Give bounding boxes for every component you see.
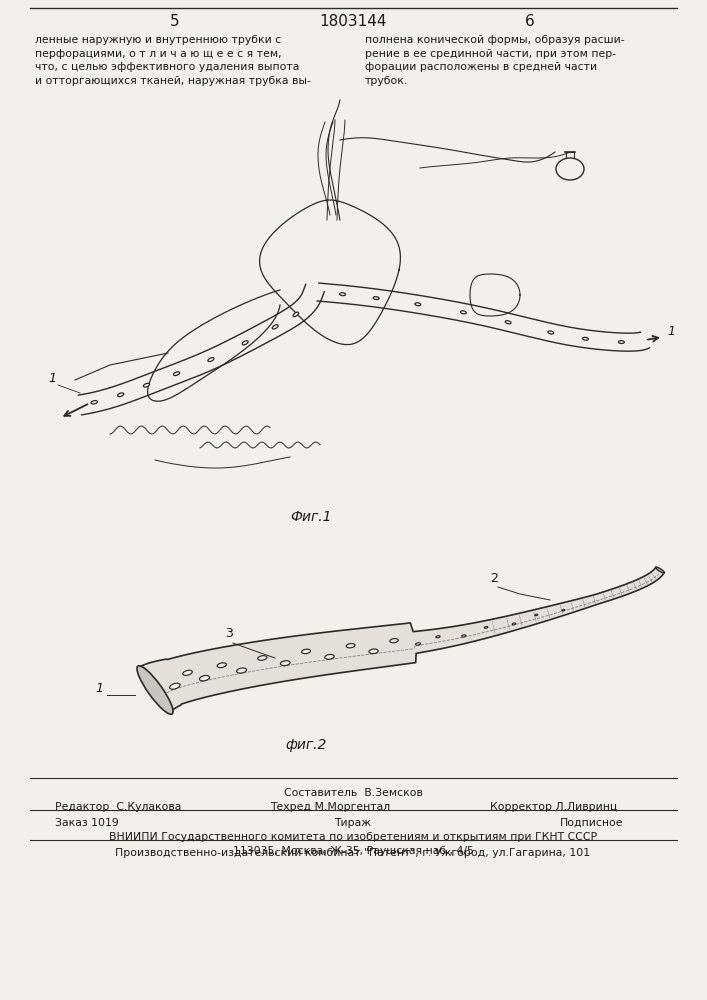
- Ellipse shape: [506, 321, 511, 324]
- Text: 1: 1: [48, 372, 56, 385]
- Text: ленные наружную и внутреннюю трубки с
перфорациями, о т л и ч а ю щ е е с я тем,: ленные наружную и внутреннюю трубки с пе…: [35, 35, 311, 86]
- Text: Заказ 1019: Заказ 1019: [55, 818, 119, 828]
- Text: 1803144: 1803144: [320, 14, 387, 29]
- Text: полнена конической формы, образуя расши-
рение в ее срединной части, при этом пе: полнена конической формы, образуя расши-…: [365, 35, 624, 86]
- Text: 5: 5: [170, 14, 180, 29]
- Ellipse shape: [170, 683, 180, 689]
- Ellipse shape: [556, 158, 584, 180]
- Ellipse shape: [462, 635, 466, 637]
- Ellipse shape: [534, 614, 538, 616]
- Text: Составитель  В.Земсков: Составитель В.Земсков: [284, 788, 423, 798]
- Text: Техред М.Моргентал: Техред М.Моргентал: [270, 802, 390, 812]
- Ellipse shape: [293, 312, 298, 317]
- Ellipse shape: [173, 372, 180, 376]
- Ellipse shape: [513, 623, 515, 625]
- Text: Подписное: Подписное: [560, 818, 624, 828]
- Text: Фиг.1: Фиг.1: [290, 510, 332, 524]
- Ellipse shape: [302, 649, 310, 654]
- Ellipse shape: [583, 337, 588, 340]
- Text: 113035, Москва, Ж-35, Раушская наб., 4/5: 113035, Москва, Ж-35, Раушская наб., 4/5: [233, 846, 474, 856]
- Text: 6: 6: [525, 14, 535, 29]
- Ellipse shape: [117, 393, 124, 397]
- Ellipse shape: [199, 675, 209, 681]
- Text: Тираж: Тираж: [334, 818, 372, 828]
- Ellipse shape: [281, 661, 290, 666]
- Text: 2: 2: [490, 572, 498, 585]
- Ellipse shape: [655, 567, 665, 573]
- Ellipse shape: [562, 609, 565, 611]
- Ellipse shape: [237, 668, 247, 673]
- Ellipse shape: [339, 293, 346, 296]
- Ellipse shape: [258, 656, 267, 660]
- Ellipse shape: [484, 626, 488, 628]
- Ellipse shape: [183, 670, 192, 675]
- Text: 1: 1: [667, 325, 675, 338]
- Ellipse shape: [373, 297, 379, 300]
- Ellipse shape: [217, 663, 226, 668]
- Ellipse shape: [325, 654, 334, 659]
- Ellipse shape: [346, 644, 355, 648]
- Ellipse shape: [137, 666, 173, 714]
- Polygon shape: [139, 567, 665, 713]
- Ellipse shape: [243, 341, 248, 345]
- Ellipse shape: [208, 358, 214, 362]
- Text: Редактор  С.Кулакова: Редактор С.Кулакова: [55, 802, 182, 812]
- Text: ВНИИПИ Государственного комитета по изобретениям и открытиям при ГКНТ СССР: ВНИИПИ Государственного комитета по изоб…: [109, 832, 597, 842]
- Text: фиг.2: фиг.2: [285, 738, 327, 752]
- Ellipse shape: [91, 401, 98, 404]
- Ellipse shape: [369, 649, 378, 654]
- Ellipse shape: [436, 636, 440, 638]
- Ellipse shape: [390, 639, 398, 643]
- Ellipse shape: [416, 643, 421, 645]
- Ellipse shape: [548, 331, 554, 334]
- Ellipse shape: [619, 341, 624, 343]
- Ellipse shape: [415, 303, 421, 306]
- Text: 3: 3: [225, 627, 233, 640]
- Ellipse shape: [460, 311, 467, 314]
- Text: Производственно-издательский комбинат "Патент", г. Ужгород, ул.Гагарина, 101: Производственно-издательский комбинат "П…: [115, 848, 590, 858]
- Ellipse shape: [272, 325, 278, 329]
- Text: Корректор Л.Ливринц: Корректор Л.Ливринц: [490, 802, 617, 812]
- Text: 1: 1: [95, 682, 103, 695]
- Ellipse shape: [144, 383, 150, 387]
